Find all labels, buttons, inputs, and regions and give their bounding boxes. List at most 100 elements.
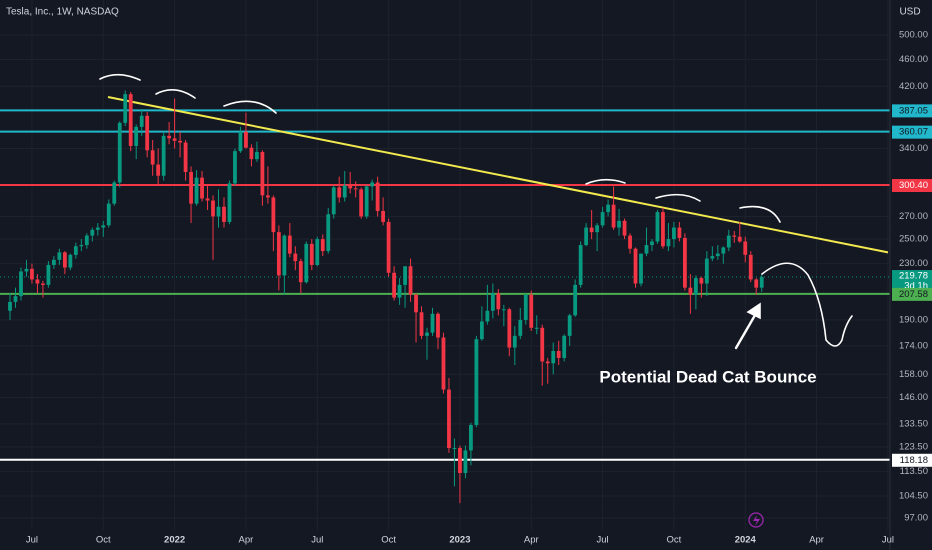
candle-body <box>30 268 34 280</box>
candle-body <box>397 284 402 298</box>
x-tick-label: Jul <box>597 535 609 546</box>
y-tick-label: 133.50 <box>899 418 928 429</box>
candle-body <box>666 239 671 247</box>
candle-body <box>287 235 292 254</box>
last-price-box <box>892 270 932 292</box>
y-tick-label: 460.00 <box>899 54 928 65</box>
candle-body <box>479 321 484 340</box>
x-tick-label: 2022 <box>164 535 185 546</box>
candle-body <box>370 182 375 187</box>
y-tick-label: 230.00 <box>899 258 928 269</box>
candle-body <box>200 177 204 199</box>
candle-body <box>57 252 62 260</box>
candle-body <box>490 293 495 311</box>
level-label-box <box>892 125 932 139</box>
y-tick-label: 113.50 <box>900 466 928 477</box>
candle-body <box>337 187 342 198</box>
candle-body <box>211 200 215 217</box>
currency: USD <box>899 7 920 18</box>
candle-body <box>227 183 232 222</box>
candle-body <box>304 243 309 283</box>
candle-body <box>584 227 589 246</box>
candle-body <box>139 115 144 127</box>
sketch-arc <box>585 178 626 185</box>
candle-body <box>73 246 78 255</box>
candle-body <box>523 294 528 320</box>
candle-body <box>13 296 18 302</box>
candle-body <box>189 171 193 204</box>
arrow <box>734 308 760 350</box>
candle-body <box>41 283 45 285</box>
y-tick-label: 97.00 <box>904 512 928 523</box>
level-label-box <box>892 179 932 193</box>
candle-body <box>672 227 676 240</box>
candle-body <box>62 252 67 268</box>
candle-body <box>452 448 457 450</box>
candle-body <box>117 122 122 183</box>
candle-body <box>529 294 534 328</box>
candle-body <box>359 189 364 217</box>
candle-body <box>375 182 380 212</box>
candle-body <box>24 268 29 272</box>
candle-body <box>699 278 704 284</box>
candle-body <box>161 135 166 176</box>
candle-body <box>331 187 336 215</box>
candle-body <box>474 339 479 425</box>
candle-body <box>260 152 265 196</box>
candle-body <box>112 182 117 204</box>
candle-body <box>145 115 150 151</box>
level-label: 387.05 <box>899 105 928 116</box>
candle-body <box>194 177 199 204</box>
countdown: 3d 1h <box>904 281 928 292</box>
candle-body <box>425 332 429 336</box>
candle-body <box>501 309 506 311</box>
candle-body <box>737 236 742 242</box>
x-tick-label: Apr <box>239 535 254 546</box>
candle-body <box>419 312 424 336</box>
candle-body <box>178 140 182 143</box>
candle-body <box>595 225 600 233</box>
candle-body <box>90 229 95 236</box>
x-tick-label: Jul <box>311 535 323 546</box>
y-tick-label: 250.00 <box>899 234 928 245</box>
candle-body <box>512 335 517 348</box>
level-label-box <box>892 104 932 118</box>
last-price-label: 219.78 <box>899 271 928 282</box>
candle-body <box>677 227 682 238</box>
candle-body <box>551 350 556 364</box>
candle-body <box>101 225 106 228</box>
candle-body <box>244 131 248 148</box>
level-label-box <box>892 453 932 467</box>
candle-body <box>721 247 726 254</box>
candle-body <box>276 232 281 276</box>
candle-body <box>95 227 100 230</box>
candle-body <box>216 206 221 217</box>
candle-body <box>183 142 188 172</box>
candle-body <box>485 310 490 322</box>
candle-body <box>128 94 133 146</box>
candle-body <box>507 309 512 348</box>
candle-body <box>386 221 391 273</box>
candle-body <box>436 313 440 338</box>
candle-body <box>748 254 753 280</box>
sketch-arc <box>223 100 277 114</box>
candle-body <box>123 94 128 123</box>
candle-body <box>233 151 237 184</box>
candle-body <box>309 243 314 265</box>
candle-body <box>106 203 111 226</box>
candle-body <box>639 253 643 284</box>
candle-body <box>19 271 23 297</box>
candle-body <box>408 266 413 295</box>
event-icon <box>748 512 764 528</box>
levels <box>0 96 890 461</box>
candle-body <box>238 131 243 152</box>
candle-body <box>759 277 764 288</box>
candle-body <box>46 264 51 285</box>
y-tick-label: 270.00 <box>899 211 928 222</box>
candle-body <box>683 237 687 288</box>
x-tick-label: Apr <box>809 535 824 546</box>
candle-body <box>150 150 155 165</box>
candle-body <box>732 235 737 237</box>
candle-body <box>655 212 660 242</box>
event-icon-bolt <box>753 515 760 526</box>
